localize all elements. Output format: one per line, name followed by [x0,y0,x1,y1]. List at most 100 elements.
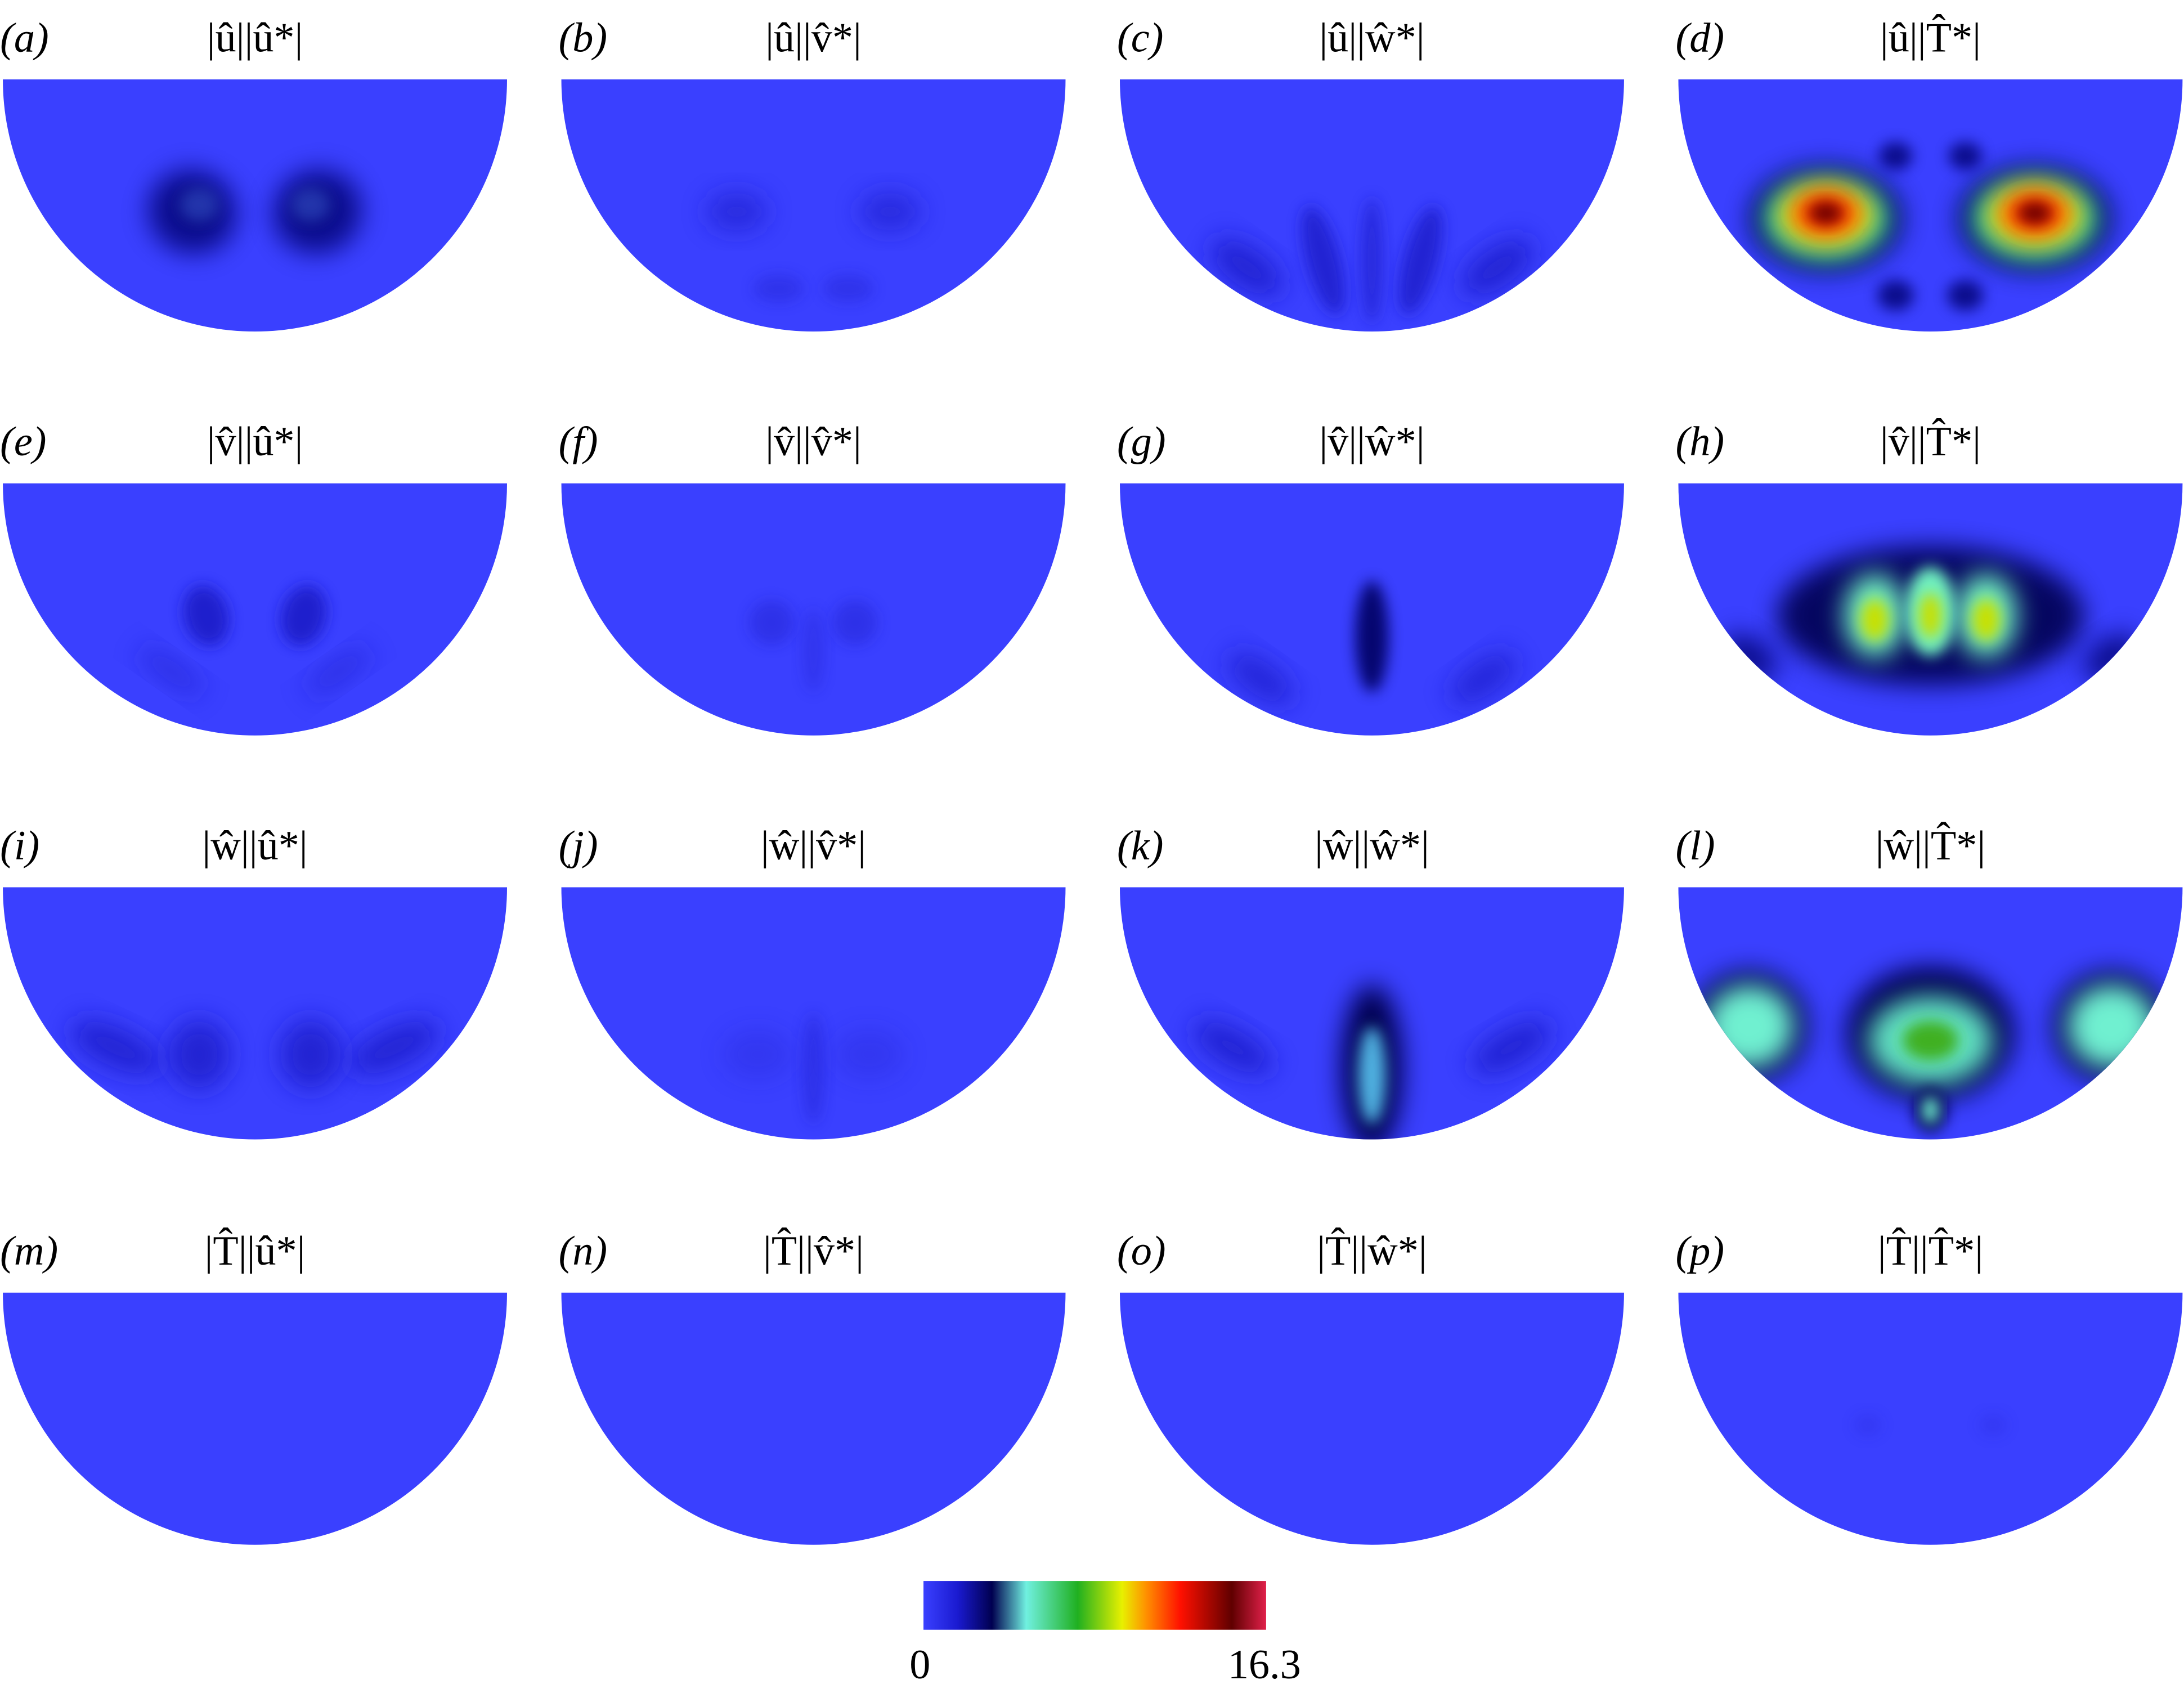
contour-blob [1361,198,1383,324]
panel: (p) |T̂||T̂*| [1676,1227,2183,1545]
contour-blob [1919,593,1942,638]
contour-blob [1972,599,2001,641]
half-disk [1119,1292,1624,1545]
panel-label: (f) [559,419,598,465]
contour-blob [183,585,230,646]
panel: (f) |v̂||v̂*| [559,419,1066,736]
contour-blob [834,1029,904,1080]
field [138,585,371,696]
panel: (b) |û||v̂*| [559,15,1066,332]
panel-title: |û||v̂*| [765,15,862,61]
half-disk [561,79,1066,332]
panel: (n) |T̂||v̂*| [559,1227,1066,1545]
contour-blob [749,600,794,645]
half-disk [3,1292,508,1545]
contour-blob [1902,1021,1958,1060]
contour-blob [1948,142,1983,170]
colorbar-tick-label: 0 [909,1642,930,1688]
field [1210,198,1533,324]
panel-label: (l) [1676,823,1715,869]
panel-title: |T̂||v̂*| [763,1227,864,1274]
panel-title: |û||T̂*| [1880,14,1981,61]
contour-blob [1809,201,1843,225]
panel: (c) |û||ŵ*| [1117,15,1624,332]
panel-title: |ŵ||T̂*| [1876,822,1986,869]
contour-blob [2018,201,2052,225]
panel-title: |ŵ||û*| [202,823,307,869]
panel-label: (p) [1676,1228,1725,1274]
panel-title: |T̂||ŵ*| [1317,1227,1427,1274]
panel: (m) |T̂||û*| [0,1227,508,1545]
field [1854,1414,2007,1436]
contour-blob [1355,581,1389,693]
contour-blob [859,192,921,231]
field [1227,581,1517,705]
contour-blob [1301,206,1345,315]
contour-blob [1358,1027,1386,1124]
panel: (h) |v̂||T̂*| [1676,418,2183,736]
panel-title: |v̂||û*| [207,419,303,465]
contour-blob [833,600,878,645]
contour-blob [754,274,804,303]
panel-label: (c) [1117,15,1163,61]
panel: (i) |ŵ||û*| [0,823,508,1140]
contour-blob [1860,599,1889,641]
contour-blob [1193,1020,1272,1075]
field [70,1019,440,1090]
contour-blob [349,1020,440,1075]
contour-blob [180,188,219,222]
panel-title: |v̂||v̂*| [765,419,862,465]
panel-label: (i) [0,823,39,869]
contour-blob [1705,984,1794,1069]
panel-title: |T̂||û*| [205,1227,306,1274]
panel: (l) |ŵ||T̂*| [1676,822,2183,1140]
panel: (a) |û||û*| [0,15,508,332]
panel-label: (a) [0,15,49,61]
panel-label: (o) [1117,1228,1166,1274]
contour-blob [2066,984,2156,1069]
field [1749,142,2112,311]
field [706,192,921,303]
contour-blob [823,274,873,303]
contour-blob [280,1019,342,1090]
half-disk [3,887,508,1140]
panel: (d) |û||T̂*| [1676,14,2183,332]
panel-title: |û||û*| [207,15,303,61]
panel: (o) |T̂||ŵ*| [1117,1227,1624,1545]
panel: (e) |v̂||û*| [0,419,508,736]
panel-label: (g) [1117,419,1166,465]
half-disk [1678,1292,2183,1545]
contour-blob [802,608,825,693]
panel-label: (h) [1676,419,1725,465]
contour-blob [1399,206,1443,315]
panel-title: |v̂||ŵ*| [1319,419,1424,465]
contour-blob [1922,1096,1939,1124]
panel-title: |v̂||T̂*| [1880,418,1981,465]
field [1193,984,1551,1140]
half-disk [561,1292,1066,1545]
field [723,1012,904,1124]
contour-blob [1472,1020,1551,1075]
half-disk [3,79,508,332]
panel-title: |û||ŵ*| [1319,15,1424,61]
panel: (j) |ŵ||v̂*| [559,823,1066,1140]
panel-label: (k) [1117,823,1163,869]
contour-blob [802,1012,825,1124]
panel-label: (d) [1676,15,1725,61]
panel-title: |T̂||T̂*| [1878,1227,1983,1274]
contour-blob [1878,142,1913,170]
contour-blob [1877,280,1914,311]
field [1690,966,2170,1133]
contour-blob [706,192,768,231]
field [148,169,362,254]
contour-blob [1461,239,1533,297]
contour-blob [138,647,204,696]
panel: (g) |v̂||ŵ*| [1117,419,1624,736]
colorbar-tick-label: 16.3 [1228,1642,1301,1688]
contour-blob [1979,1414,2007,1436]
panel-label: (j) [559,823,598,869]
panel-label: (b) [559,15,608,61]
panel-label: (n) [559,1228,608,1274]
panel-title: |ŵ||v̂*| [761,823,866,869]
